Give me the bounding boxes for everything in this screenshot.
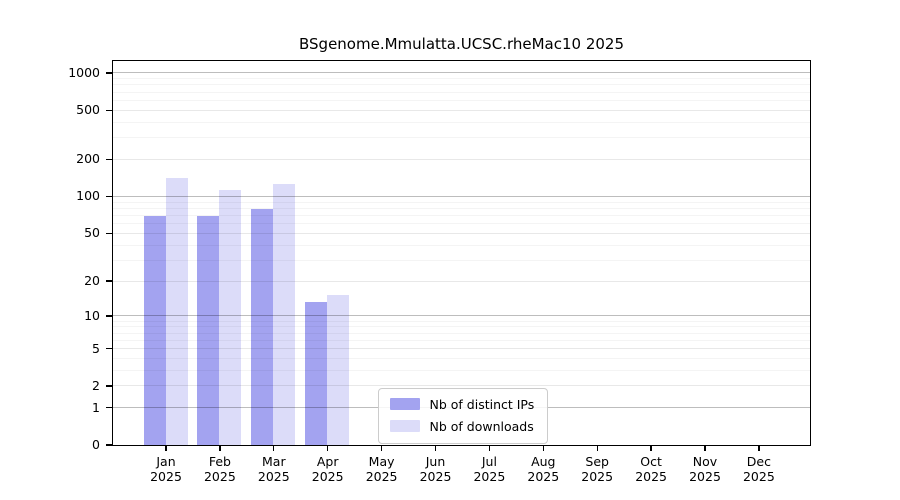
y-tick-mark bbox=[106, 109, 113, 111]
y-tick-label: 20 bbox=[84, 273, 100, 289]
bar-downloads-apr bbox=[327, 295, 350, 445]
y-tick-label: 0 bbox=[92, 437, 100, 452]
gridline-minor bbox=[112, 332, 810, 334]
x-tick-label-nov: Nov 2025 bbox=[689, 454, 721, 484]
grid-layer bbox=[112, 61, 810, 445]
legend-item-downloads: Nb of downloads bbox=[389, 418, 535, 434]
bar-distinct-ips-mar bbox=[251, 209, 274, 445]
gridline bbox=[112, 280, 810, 282]
gridline-minor bbox=[112, 137, 810, 139]
x-tick-label-dec: Dec 2025 bbox=[742, 454, 775, 484]
legend: Nb of distinct IPs Nb of downloads bbox=[377, 387, 549, 444]
y-tick-mark bbox=[106, 385, 113, 387]
x-tick-mark bbox=[165, 445, 167, 451]
legend-item-distinct-ips: Nb of distinct IPs bbox=[389, 396, 535, 412]
legend-swatch-downloads-icon bbox=[389, 420, 420, 432]
x-axis: Jan 2025 Feb 2025 Mar 2025 Apr 2025 May 2025 Jun 20… bbox=[113, 445, 810, 500]
x-tick-mark bbox=[758, 445, 760, 451]
gridline-minor bbox=[112, 201, 810, 203]
y-tick-label: 500 bbox=[76, 102, 100, 118]
bar-distinct-ips-jan bbox=[143, 216, 166, 445]
gridline-minor bbox=[112, 121, 810, 123]
x-tick-mark bbox=[488, 445, 491, 451]
gridline-minor bbox=[112, 84, 810, 86]
x-tick-label-mar: Mar 2025 bbox=[257, 454, 290, 484]
gridline-minor bbox=[112, 320, 810, 322]
gridline-minor bbox=[112, 339, 810, 341]
bar-distinct-ips-apr bbox=[305, 302, 328, 445]
x-tick-label-apr: Apr 2025 bbox=[311, 454, 344, 484]
x-tick-mark bbox=[219, 445, 221, 451]
y-tick-label: 50 bbox=[84, 225, 100, 241]
x-tick-mark bbox=[596, 445, 598, 451]
bar-distinct-ips-feb bbox=[197, 216, 220, 445]
x-tick-mark bbox=[380, 445, 383, 451]
gridline bbox=[112, 72, 810, 74]
gridline-minor bbox=[112, 91, 810, 93]
legend-swatch-distinct-ips-icon bbox=[389, 398, 420, 410]
x-tick-label-aug: Aug 2025 bbox=[527, 454, 560, 484]
chart-title: BSgenome.Mmulatta.UCSC.rheMac10 2025 bbox=[299, 35, 624, 53]
x-tick-label-feb: Feb 2025 bbox=[203, 454, 236, 484]
bar-downloads-mar bbox=[273, 184, 296, 445]
gridline-minor bbox=[112, 99, 810, 101]
y-tick-label: 100 bbox=[76, 188, 100, 204]
gridline-minor bbox=[112, 244, 810, 246]
x-tick-label-sep: Sep 2025 bbox=[581, 454, 614, 484]
plot-area: Nb of distinct IPs Nb of downloads bbox=[111, 59, 811, 446]
gridline bbox=[112, 315, 810, 317]
x-tick-label-jan: Jan 2025 bbox=[150, 454, 182, 484]
gridline bbox=[112, 109, 810, 111]
gridline bbox=[112, 232, 810, 234]
y-axis: 0 1 2 5 10 20 50 100 200 500 1000 bbox=[0, 61, 113, 452]
gridline-minor bbox=[112, 223, 810, 225]
y-tick-label: 200 bbox=[76, 151, 100, 167]
y-tick-label: 1000 bbox=[68, 64, 100, 80]
gridline bbox=[112, 158, 810, 160]
y-tick-mark bbox=[106, 315, 113, 317]
y-tick-label: 2 bbox=[92, 377, 100, 393]
y-tick-mark bbox=[106, 195, 113, 198]
gridline-minor bbox=[112, 326, 810, 328]
gridline-minor bbox=[112, 78, 810, 80]
bars-layer bbox=[113, 61, 810, 445]
y-tick-mark bbox=[106, 72, 113, 74]
bar-downloads-feb bbox=[219, 189, 242, 445]
y-tick-mark bbox=[106, 158, 113, 161]
y-tick-mark bbox=[106, 280, 113, 282]
gridline-minor bbox=[112, 357, 810, 359]
bar-downloads-jan bbox=[165, 178, 188, 445]
x-tick-mark bbox=[650, 445, 652, 451]
gridline bbox=[112, 385, 810, 387]
x-tick-mark bbox=[434, 445, 437, 451]
y-tick-label: 10 bbox=[84, 307, 100, 323]
x-tick-mark bbox=[542, 445, 544, 451]
legend-label-downloads: Nb of downloads bbox=[429, 418, 534, 434]
gridline-minor bbox=[112, 207, 810, 209]
y-tick-mark bbox=[106, 406, 113, 409]
x-tick-label-oct: Oct 2025 bbox=[635, 454, 667, 484]
x-tick-mark bbox=[327, 445, 329, 451]
x-tick-label-jul: Jul 2025 bbox=[473, 454, 506, 484]
y-tick-label: 5 bbox=[92, 340, 100, 356]
legend-label-distinct-ips: Nb of distinct IPs bbox=[429, 396, 535, 412]
gridline bbox=[112, 348, 810, 349]
x-tick-label-may: May 2025 bbox=[365, 454, 398, 484]
x-tick-mark bbox=[273, 445, 275, 451]
y-tick-label: 1 bbox=[92, 399, 100, 415]
gridline-minor bbox=[112, 369, 810, 371]
gridline-minor bbox=[112, 259, 810, 261]
gridline bbox=[112, 195, 810, 197]
x-tick-label-jun: Jun 2025 bbox=[419, 454, 452, 484]
x-tick-mark bbox=[704, 445, 706, 451]
y-tick-mark bbox=[106, 444, 113, 446]
y-tick-mark bbox=[106, 232, 113, 234]
gridline-minor bbox=[112, 214, 810, 216]
y-tick-mark bbox=[106, 347, 113, 350]
